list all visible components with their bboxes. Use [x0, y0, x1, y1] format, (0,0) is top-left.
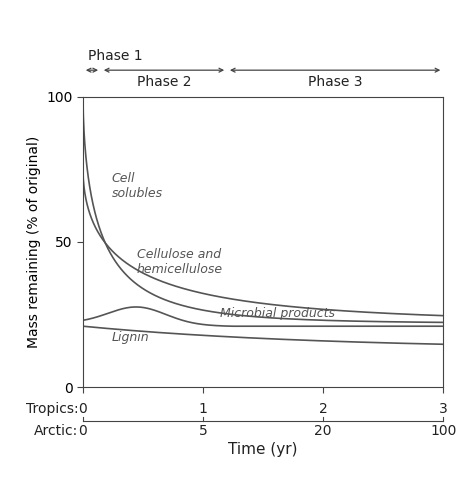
Text: 20: 20	[314, 424, 332, 438]
Text: Phase 3: Phase 3	[308, 76, 362, 89]
Text: Cellulose and
hemicellulose: Cellulose and hemicellulose	[137, 248, 223, 276]
Text: 100: 100	[430, 424, 456, 438]
Text: Cell
solubles: Cell solubles	[112, 172, 163, 200]
Text: Phase 1: Phase 1	[88, 49, 142, 62]
Text: Lignin: Lignin	[112, 331, 149, 344]
Text: 0: 0	[79, 402, 87, 416]
Text: 2: 2	[319, 402, 328, 416]
Text: 0: 0	[79, 424, 87, 438]
Text: 3: 3	[439, 402, 447, 416]
Y-axis label: Mass remaining (% of original): Mass remaining (% of original)	[27, 136, 41, 348]
Text: 1: 1	[199, 402, 208, 416]
Text: Tropics:: Tropics:	[26, 402, 78, 416]
Text: Microbial products: Microbial products	[220, 307, 335, 320]
Text: Arctic:: Arctic:	[34, 424, 78, 438]
Text: Phase 2: Phase 2	[137, 76, 191, 89]
Text: 5: 5	[199, 424, 208, 438]
Text: Time (yr): Time (yr)	[228, 442, 298, 457]
